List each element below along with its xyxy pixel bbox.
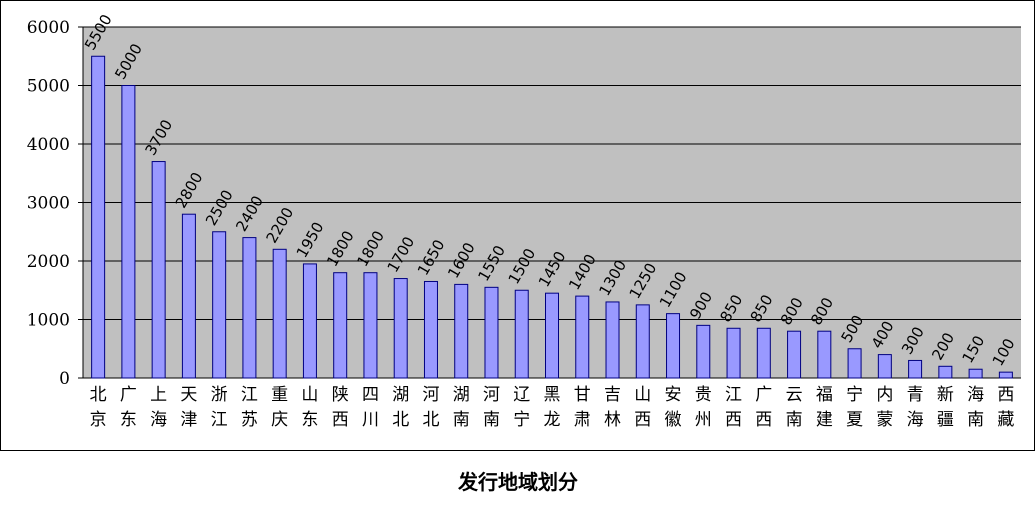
- bar: [302, 263, 317, 379]
- x-tick-label: 辽宁: [513, 385, 530, 430]
- x-tick-label: 海南: [967, 385, 984, 430]
- bar: [847, 348, 862, 379]
- y-tick-label: 6000: [27, 18, 70, 38]
- chart-caption: 发行地域划分: [458, 470, 578, 494]
- x-tick-label: 西藏: [997, 385, 1014, 430]
- bar: [575, 295, 590, 379]
- bar: [212, 231, 227, 379]
- bar: [333, 272, 348, 379]
- x-tick-label: 上海: [150, 385, 167, 430]
- x-tick-label: 云南: [786, 385, 803, 430]
- x-tick-label: 河南: [483, 385, 500, 430]
- bar: [151, 161, 166, 379]
- bar: [242, 237, 257, 379]
- x-tick-label: 吉林: [604, 385, 621, 430]
- x-tick-label: 天津: [180, 385, 197, 430]
- bar: [787, 330, 802, 379]
- x-tick-label: 浙江: [211, 385, 228, 430]
- x-tick-label: 贵州: [695, 385, 712, 430]
- chart-frame: 0 1000 2000 3000 4000 5000 6000 5500 5000 3700 28…: [0, 0, 1035, 451]
- bar: [666, 313, 681, 379]
- bar: [635, 304, 650, 379]
- bar: [938, 365, 953, 379]
- x-tick-label: 内蒙: [876, 385, 893, 430]
- bars: [91, 55, 1013, 379]
- bar: [696, 324, 711, 379]
- x-tick-label: 宁夏: [846, 385, 863, 430]
- x-tick-label: 广东: [120, 385, 137, 430]
- x-tick-label: 福建: [816, 385, 833, 430]
- x-tick-label: 北京: [90, 385, 107, 430]
- y-tick-label: 4000: [27, 135, 70, 155]
- x-tick-label: 湖南: [453, 385, 470, 430]
- bar: [877, 354, 892, 379]
- x-tick-label: 甘肃: [574, 385, 591, 430]
- bar: [484, 286, 499, 379]
- x-tick-label: 江西: [725, 385, 742, 430]
- x-tick-label: 河北: [422, 385, 439, 430]
- bar: [393, 278, 408, 379]
- y-tick-label: 5000: [27, 77, 70, 97]
- x-tick-label: 新疆: [937, 385, 954, 430]
- x-tick-label: 山西: [634, 385, 651, 430]
- bar: [514, 289, 529, 379]
- x-tick-label: 江苏: [241, 385, 258, 430]
- bar: [454, 283, 469, 379]
- x-tick-label: 广西: [755, 385, 772, 430]
- bar: [363, 272, 378, 379]
- bar: [908, 359, 923, 379]
- y-tick-label: 2000: [27, 252, 70, 272]
- x-tick-label: 湖北: [392, 385, 409, 430]
- bar: [756, 327, 771, 379]
- bar: [726, 327, 741, 379]
- bar: [968, 368, 983, 379]
- y-tick-label: 0: [59, 369, 70, 389]
- x-tick-label: 山东: [301, 385, 318, 430]
- x-tick-label: 陕西: [332, 385, 349, 430]
- bar: [605, 301, 620, 379]
- bar: [817, 330, 832, 379]
- bar: [91, 55, 106, 379]
- x-tick-label: 四川: [362, 385, 379, 430]
- x-tick-label: 安徽: [665, 385, 682, 430]
- x-tick-label: 重庆: [271, 385, 288, 430]
- y-tick-label: 3000: [27, 194, 70, 214]
- bar: [181, 213, 196, 379]
- x-tick-label: 青海: [907, 385, 924, 430]
- x-tick-label: 黑龙: [544, 385, 561, 430]
- bar: [272, 248, 287, 379]
- bar: [121, 85, 136, 379]
- y-axis-tick-labels: 0 1000 2000 3000 4000 5000 6000: [27, 18, 70, 389]
- x-axis-tick-labels: 北京广东上海天津浙江江苏重庆山东陕西四川湖北河北湖南河南辽宁黑龙甘肃吉林山西安徽…: [90, 385, 1015, 430]
- y-tick-label: 1000: [27, 311, 70, 331]
- bar: [423, 280, 438, 379]
- bar: [998, 371, 1013, 379]
- bar: [545, 292, 559, 379]
